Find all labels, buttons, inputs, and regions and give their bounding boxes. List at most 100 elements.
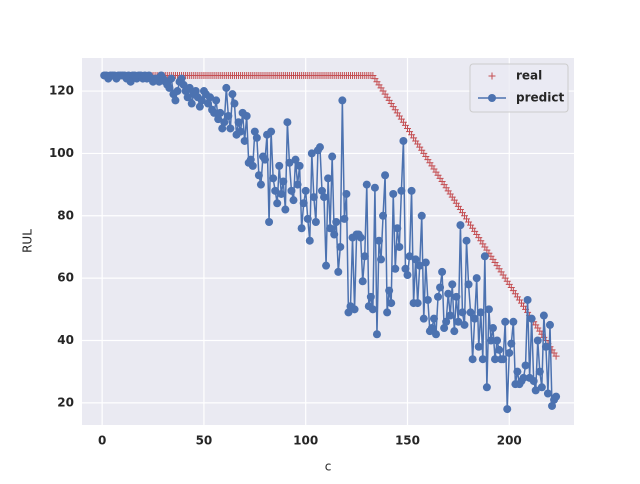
marker	[462, 236, 471, 245]
legend-marker	[488, 94, 496, 102]
marker	[230, 99, 239, 108]
y-tick-label: 100	[49, 146, 74, 160]
marker	[417, 211, 426, 220]
marker	[541, 342, 550, 351]
marker	[216, 108, 225, 117]
marker	[383, 308, 392, 317]
marker	[531, 386, 540, 395]
marker	[248, 161, 257, 170]
marker	[267, 127, 276, 136]
marker	[340, 214, 349, 223]
marker	[391, 264, 400, 273]
marker	[324, 174, 333, 183]
marker	[273, 199, 282, 208]
marker	[377, 255, 386, 264]
marker	[305, 236, 314, 245]
marker	[482, 383, 491, 392]
marker	[523, 295, 532, 304]
y-tick-label: 120	[49, 84, 74, 98]
marker	[210, 108, 219, 117]
x-axis-label: c	[325, 460, 332, 474]
marker	[460, 320, 469, 329]
marker	[468, 355, 477, 364]
marker	[537, 383, 546, 392]
marker	[242, 111, 251, 120]
marker	[535, 367, 544, 376]
marker	[277, 189, 286, 198]
marker	[285, 158, 294, 167]
marker	[224, 111, 233, 120]
marker	[173, 87, 182, 96]
y-tick-label: 60	[57, 271, 74, 285]
marker	[228, 90, 237, 99]
marker	[320, 193, 329, 202]
marker	[332, 218, 341, 227]
marker	[503, 405, 512, 414]
marker	[456, 221, 465, 230]
marker	[495, 345, 504, 354]
marker	[543, 389, 552, 398]
marker	[429, 314, 438, 323]
marker	[444, 289, 453, 298]
marker	[218, 124, 227, 133]
marker	[452, 292, 461, 301]
y-tick-label: 80	[57, 208, 74, 222]
marker	[358, 277, 367, 286]
marker	[240, 136, 249, 145]
y-tick-label: 20	[57, 395, 74, 409]
marker	[474, 342, 483, 351]
legend-label: real	[516, 69, 542, 83]
marker	[187, 99, 196, 108]
marker	[336, 242, 345, 251]
marker	[431, 330, 440, 339]
marker	[311, 218, 320, 227]
marker	[466, 308, 475, 317]
marker	[434, 292, 443, 301]
marker	[171, 96, 180, 105]
marker	[309, 193, 318, 202]
marker	[472, 274, 481, 283]
marker	[374, 236, 383, 245]
marker	[222, 83, 231, 92]
marker	[552, 392, 561, 401]
marker	[381, 171, 390, 180]
marker	[167, 74, 176, 83]
marker	[395, 242, 404, 251]
marker	[362, 180, 371, 189]
marker	[260, 155, 269, 164]
marker	[411, 255, 420, 264]
marker	[552, 352, 560, 360]
marker	[372, 330, 381, 339]
legend-marker	[488, 72, 496, 80]
marker	[548, 401, 557, 410]
marker	[279, 177, 288, 186]
marker	[220, 118, 229, 127]
plot-area	[82, 58, 574, 425]
marker	[287, 186, 296, 195]
marker	[177, 74, 186, 83]
marker	[317, 186, 326, 195]
marker	[519, 373, 528, 382]
marker	[533, 336, 542, 345]
marker	[197, 96, 206, 105]
marker	[403, 271, 412, 280]
marker	[344, 308, 353, 317]
marker	[507, 339, 516, 348]
marker	[289, 196, 298, 205]
marker	[399, 136, 408, 145]
marker	[499, 355, 508, 364]
marker	[342, 189, 351, 198]
marker	[356, 233, 365, 242]
y-tick-label: 40	[57, 333, 74, 347]
marker	[442, 317, 451, 326]
x-tick-label: 150	[395, 434, 420, 448]
marker	[360, 252, 369, 261]
marker	[454, 317, 463, 326]
x-tick-label: 50	[196, 434, 213, 448]
marker	[448, 280, 457, 289]
marker	[299, 199, 308, 208]
marker	[436, 283, 445, 292]
y-axis-label: RUL	[21, 229, 35, 253]
marker	[493, 336, 502, 345]
marker	[501, 317, 510, 326]
